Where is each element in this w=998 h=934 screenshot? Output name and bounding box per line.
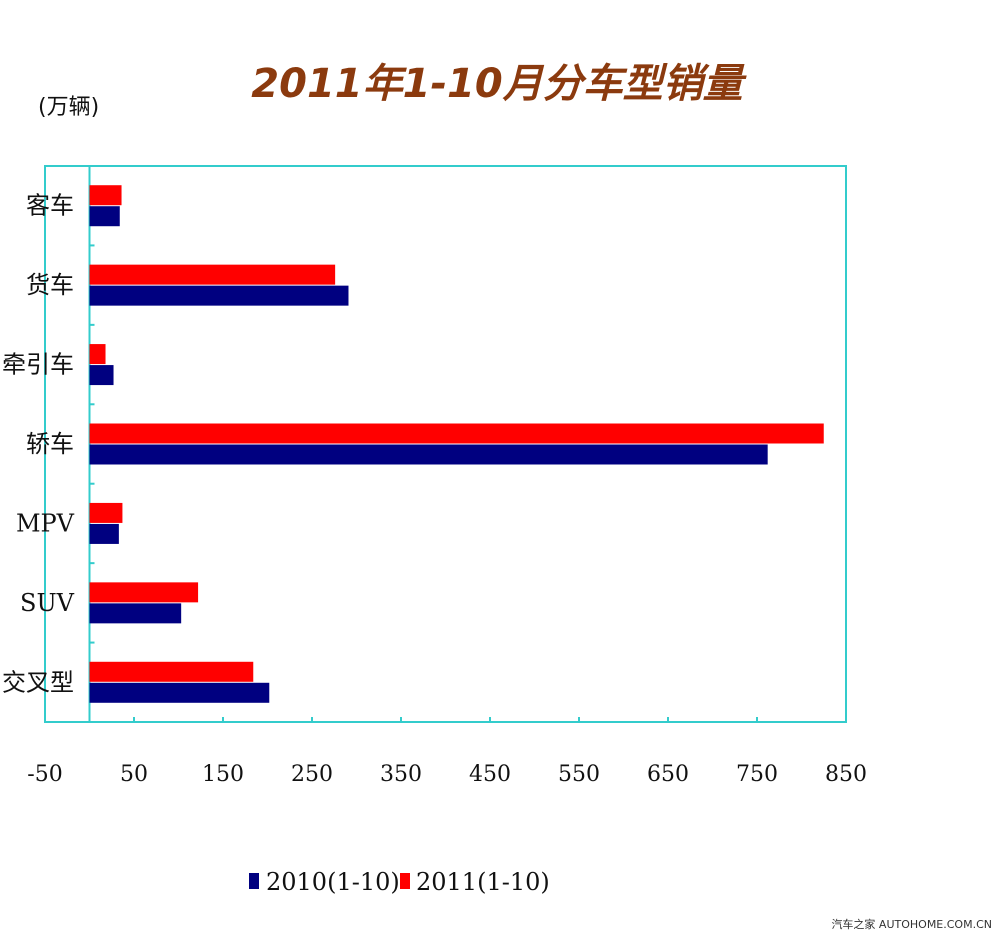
legend-label-2010: 2010(1-10) [266,868,400,896]
legend-label-2011: 2011(1-10) [416,868,550,896]
category-label: 货车 [26,271,74,299]
legend-swatch-2010 [249,873,259,889]
bar-2010 [89,206,120,227]
bar-2011 [89,502,123,523]
bar-2010 [89,603,182,624]
x-tick-label: 150 [202,762,244,787]
bar-2010 [89,365,114,386]
bar-2011 [89,582,199,603]
legend: 2010(1-10) 2011(1-10) [249,868,550,896]
bar-2011 [89,344,106,365]
x-tick-label: 850 [825,762,867,787]
chart-title: 2011年1-10月分车型销量 [251,61,746,107]
x-tick-label: 50 [120,762,148,787]
bar-2011 [89,661,254,682]
bar-2010 [89,285,349,306]
x-tick-label: 450 [469,762,511,787]
watermark: 汽车之家 AUTOHOME.COM.CN [831,917,992,931]
category-label: 轿车 [26,430,74,458]
bar-2010 [89,444,768,465]
x-tick-label: 650 [647,762,689,787]
legend-swatch-2011 [400,873,410,889]
plot-frame [44,165,847,723]
bar-2011 [89,185,122,206]
category-label: 客车 [26,192,74,220]
category-label: MPV [16,509,75,537]
bar-2011 [89,264,336,285]
category-label: 牵引车 [2,351,74,379]
bar-2011 [89,423,824,444]
bar-2010 [89,523,119,544]
x-tick-label: 250 [291,762,333,787]
bars-layer [89,165,824,723]
category-label: SUV [20,589,75,617]
category-label: 交叉型 [2,668,74,696]
unit-label: (万辆) [38,95,99,120]
x-tick-label: 550 [558,762,600,787]
bar-2010 [89,682,270,703]
x-tick-label: -50 [27,762,62,787]
x-tick-label: 750 [736,762,778,787]
x-tick-labels: -50 50 150 250 350 450 550 650 750 850 [27,717,867,787]
x-tick-label: 350 [380,762,422,787]
